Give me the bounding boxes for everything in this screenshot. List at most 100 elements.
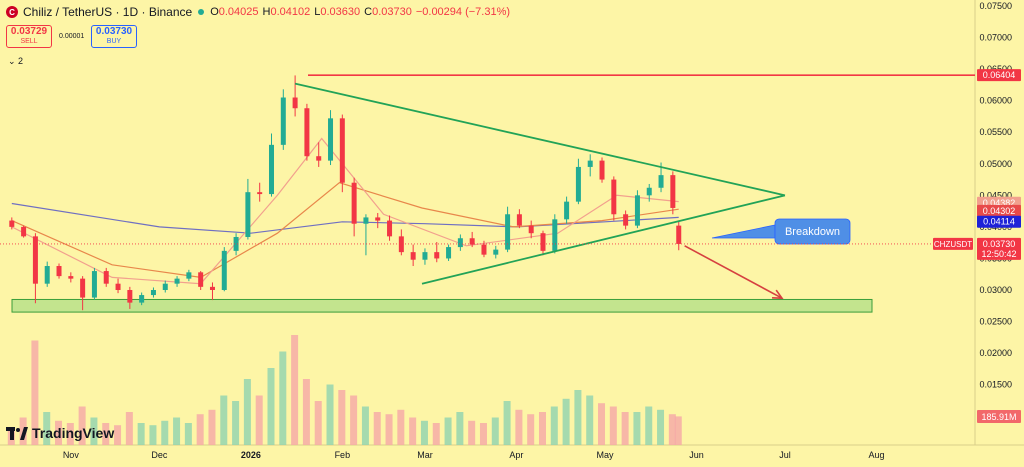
volume-bar [586, 395, 594, 445]
y-tick-label: 0.07500 [979, 1, 1012, 11]
volume-bar [538, 412, 546, 445]
volume-bar [78, 406, 86, 445]
indicators-toggle[interactable]: ⌄ 2 [8, 56, 24, 66]
candle-body [505, 214, 511, 250]
price-change: −0.00294 (−7.31%) [415, 6, 511, 18]
y-tick-label: 0.07000 [979, 33, 1012, 43]
volume-bar [527, 414, 535, 445]
volume-bar [90, 417, 98, 445]
candle-body [446, 247, 452, 259]
candle-body [328, 118, 334, 161]
volume-bar [114, 425, 122, 445]
volume-bar [515, 409, 523, 445]
x-tick-label: Feb [335, 450, 351, 460]
candle-body [646, 187, 652, 196]
candle-body [387, 220, 393, 237]
triangle-upper-line [294, 82, 786, 197]
buy-button[interactable]: 0.03730 BUY [91, 25, 137, 48]
candle-body [150, 290, 156, 296]
x-tick-label: Jul [779, 450, 791, 460]
candle-body [21, 226, 27, 237]
support-zone [11, 298, 873, 313]
chiliz-logo-icon: C [6, 6, 18, 18]
candle-body [268, 144, 274, 195]
volume-bar [208, 409, 216, 445]
x-tick-label: Jun [689, 450, 704, 460]
candle-body [363, 217, 369, 224]
volume-bar [279, 351, 287, 445]
x-tick-label: Mar [417, 450, 433, 460]
candle-body [540, 233, 546, 251]
volume-bar [196, 414, 204, 445]
x-tick-label: May [596, 450, 614, 460]
moving-average-line [11, 202, 679, 234]
volume-bar [137, 423, 145, 445]
market-status-icon [198, 9, 205, 15]
volume-bar [598, 403, 606, 445]
candle-body [339, 118, 345, 183]
volume-axis-label [977, 410, 1021, 423]
tradingview-logo-icon [6, 426, 28, 440]
candle-body [139, 295, 145, 303]
sell-label: SELL [20, 38, 38, 45]
candle-body [32, 236, 38, 284]
candle-body [410, 252, 416, 260]
symbol-title[interactable]: Chiliz / TetherUS · 1D · Binance [23, 5, 193, 19]
y-tick-label: 0.01500 [979, 380, 1012, 390]
y-tick-label: 0.05500 [979, 127, 1012, 137]
x-tick-label: 2026 [241, 450, 261, 460]
axis-price-label-text: 0.04114 [983, 217, 1015, 227]
sell-price: 0.03729 [10, 26, 48, 37]
candle-body [634, 195, 640, 226]
volume-bar [350, 395, 358, 445]
candle-body [422, 252, 428, 260]
volume-bar [243, 379, 251, 445]
volume-bar [220, 395, 228, 445]
ohlc-high: H0.04102 [262, 6, 311, 18]
moving-average-line [11, 137, 679, 285]
candle-body [292, 97, 298, 109]
sell-button[interactable]: 0.03729 SELL [6, 25, 52, 48]
axis-price-label-text: 0.06404 [983, 70, 1016, 80]
y-tick-label: 0.06000 [979, 96, 1012, 106]
volume-bar [255, 395, 263, 445]
symbol-legend: C Chiliz / TetherUS · 1D · Binance O0.04… [6, 5, 514, 19]
y-tick-label: 0.03000 [979, 285, 1012, 295]
volume-bar [574, 390, 582, 445]
volume-bar [645, 406, 653, 445]
axis-price-label-text: 0.03730 [983, 239, 1016, 249]
volume-bar [674, 416, 682, 445]
ohlc-low: L0.03630 [314, 6, 361, 18]
axis-price-label [977, 204, 1021, 217]
axis-price-label-text: 0.04382 [983, 198, 1016, 208]
tradingview-logo-text: TradingView [32, 425, 115, 441]
volume-bar [609, 406, 617, 445]
volume-bar [621, 412, 629, 445]
volume-bar [432, 423, 440, 445]
volume-bar [503, 401, 511, 445]
volume-bar [291, 335, 299, 445]
projection-arrow-head [772, 289, 784, 300]
candle-body [670, 175, 676, 208]
volume-bar [397, 409, 405, 445]
volume-bar [326, 384, 334, 445]
candle-body [351, 182, 357, 224]
breakdown-callout-pointer [711, 224, 776, 239]
volume-bar [302, 379, 310, 445]
candle-body [68, 276, 74, 279]
candle-body [658, 175, 664, 188]
countdown-label-text: 12:50:42 [981, 249, 1016, 259]
volume-bar [66, 423, 74, 445]
buy-label: BUY [106, 38, 122, 45]
projection-arrow [684, 245, 783, 299]
volume-bar [668, 414, 676, 445]
y-tick-label: 0.02500 [979, 317, 1012, 327]
candle-body [162, 283, 168, 290]
candle-body [245, 192, 251, 237]
candle-body [481, 244, 487, 255]
x-tick-label: Apr [509, 450, 523, 460]
volume-bar [491, 417, 499, 445]
spread-value: 0.00001 [59, 33, 85, 40]
volume-bar [409, 417, 417, 445]
